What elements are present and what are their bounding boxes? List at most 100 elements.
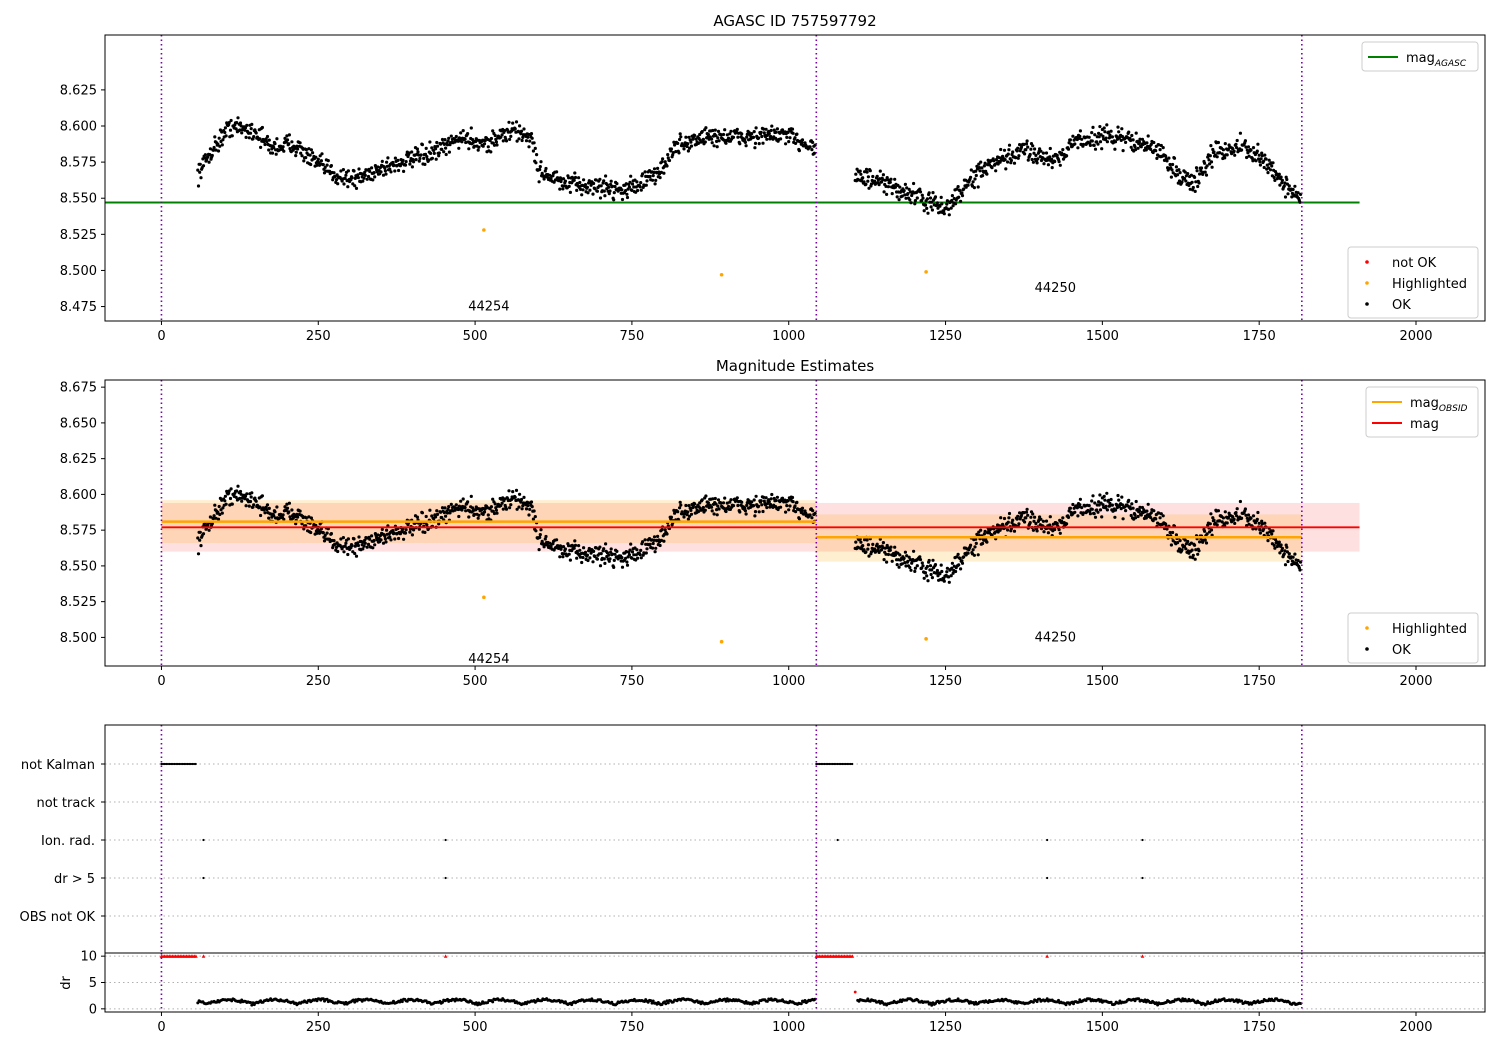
ok-point — [228, 496, 233, 501]
ok-point — [393, 169, 397, 173]
ok-point — [658, 543, 662, 548]
ok-point — [561, 187, 565, 191]
ok-point — [537, 548, 541, 552]
ok-point — [1198, 172, 1202, 176]
ok-point — [440, 137, 445, 142]
ok-point — [745, 503, 749, 507]
ok-point — [903, 193, 907, 197]
dr-point — [664, 1002, 668, 1006]
ok-point — [439, 142, 443, 146]
ok-point — [784, 142, 788, 146]
ok-point — [538, 535, 542, 540]
ok-point — [1193, 189, 1197, 193]
x-tick-label: 1500 — [1086, 674, 1119, 689]
ok-point — [1194, 180, 1198, 184]
ok-point — [227, 121, 231, 125]
ok-point — [1258, 528, 1262, 532]
ok-point — [514, 488, 519, 492]
ok-point — [1055, 521, 1059, 526]
ok-point — [652, 538, 656, 543]
ok-point — [1189, 541, 1193, 545]
x-tick-label: 250 — [306, 674, 331, 689]
ok-point — [575, 188, 579, 192]
ok-point — [954, 202, 958, 206]
flag-point — [165, 762, 168, 766]
ok-point — [408, 159, 413, 163]
ok-point — [383, 534, 387, 538]
ok-point — [591, 560, 595, 564]
ok-point — [1044, 151, 1049, 155]
ok-point — [588, 188, 592, 192]
ok-point — [900, 562, 904, 566]
ok-point — [295, 144, 299, 148]
ok-point — [738, 142, 742, 146]
ok-point — [539, 160, 543, 164]
ok-point — [1097, 135, 1101, 139]
ok-point — [240, 499, 244, 503]
ok-point — [389, 538, 393, 542]
legend-box — [1361, 41, 1479, 72]
ok-point — [629, 174, 633, 178]
ok-point — [437, 151, 441, 155]
ok-point — [1140, 137, 1145, 141]
ok-point — [435, 144, 440, 148]
highlighted-point — [924, 637, 928, 641]
ok-point — [979, 160, 983, 164]
ok-point — [385, 528, 389, 532]
ok-point — [678, 506, 682, 510]
ok-point — [942, 209, 946, 213]
ok-point — [598, 545, 602, 549]
ok-point — [1270, 164, 1274, 168]
highlighted-point — [924, 270, 928, 274]
ok-point — [1164, 522, 1168, 527]
ok-point — [408, 162, 412, 166]
ok-point — [723, 128, 727, 132]
ok-point — [1220, 520, 1224, 524]
obsid-label: 44254 — [468, 300, 509, 315]
ok-point — [679, 503, 683, 507]
ok-point — [217, 136, 221, 140]
ok-point — [1277, 540, 1281, 544]
x-tick-label: 2000 — [1399, 329, 1432, 344]
flag-point — [178, 762, 181, 766]
dr-point — [474, 1001, 478, 1005]
ok-point — [573, 175, 578, 180]
ok-point — [396, 158, 400, 162]
ok-point — [1091, 494, 1095, 498]
ok-point — [1203, 529, 1207, 533]
ok-point — [216, 517, 221, 521]
ok-point — [881, 178, 885, 182]
ok-point — [264, 137, 268, 141]
ok-point — [410, 150, 414, 154]
ok-point — [407, 151, 411, 155]
y-tick-label: 5 — [89, 976, 97, 991]
ok-point — [540, 171, 544, 175]
ok-point — [927, 191, 931, 195]
ok-point — [683, 512, 687, 516]
ok-point — [517, 137, 521, 141]
ok-point — [1105, 140, 1109, 144]
obsid-label: 44250 — [1035, 281, 1076, 296]
ok-point — [342, 182, 346, 186]
ok-point — [528, 507, 532, 511]
ok-point — [243, 128, 247, 132]
ok-point — [921, 564, 925, 568]
ok-point — [534, 529, 538, 533]
ok-point — [693, 133, 697, 138]
ok-point — [1191, 188, 1195, 192]
ok-point — [1113, 508, 1118, 512]
ok-point — [1168, 162, 1172, 167]
ok-point — [402, 537, 406, 541]
ok-point — [713, 496, 717, 501]
ok-point — [685, 513, 689, 517]
flag-row-label: OBS not OK — [20, 910, 96, 925]
x-tick-label: 500 — [463, 329, 488, 344]
ok-point — [1028, 521, 1032, 525]
ok-point — [1133, 145, 1137, 149]
ok-point — [724, 141, 728, 145]
ok-point — [762, 131, 766, 135]
ok-point — [788, 136, 792, 140]
ok-point — [254, 131, 258, 135]
ok-point — [315, 163, 319, 167]
ok-point — [679, 135, 683, 139]
